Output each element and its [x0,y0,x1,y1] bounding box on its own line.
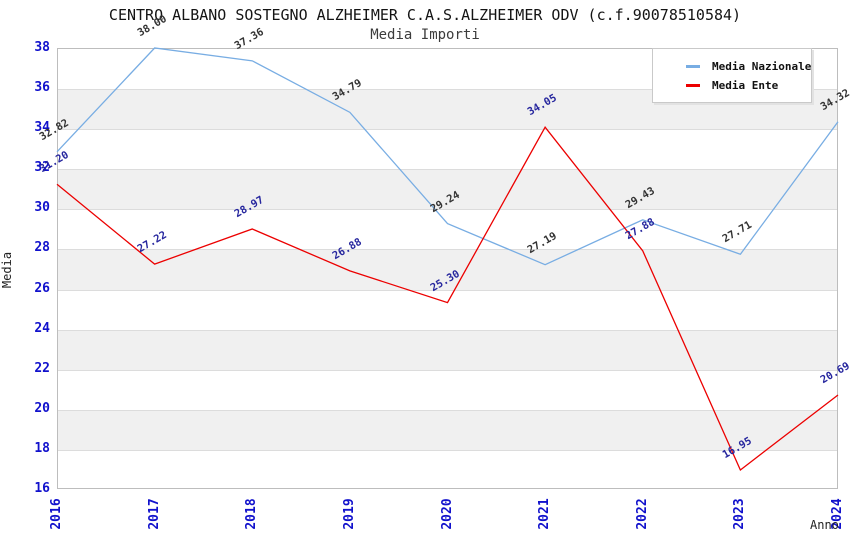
plot-band [58,129,837,169]
y-tick-label: 24 [34,320,50,336]
plot-band [58,290,837,330]
gridline [58,369,837,371]
gridline [58,129,837,131]
y-tick-label: 26 [34,280,50,296]
gridline [58,249,837,251]
plot-band [58,209,837,249]
gridline [58,169,837,171]
y-tick-label: 20 [34,400,50,416]
x-tick-label: 2022 [634,498,650,530]
x-tick-label: 2023 [732,498,748,530]
gridline [58,209,837,211]
legend-item: Media Nazionale [686,57,811,76]
x-tick-label: 2018 [244,498,260,530]
y-tick-label: 22 [34,360,50,376]
gridline [58,409,837,411]
x-tick-label: 2017 [146,498,162,530]
plot-band [58,409,837,450]
legend-line-swatch [686,84,700,87]
y-tick-label: 28 [34,240,50,256]
plot-band [58,329,837,370]
x-axis-title: Anno [810,518,839,532]
chart-subtitle: Media Importi [370,27,480,43]
chart-title: CENTRO ALBANO SOSTEGNO ALZHEIMER C.A.S.A… [108,6,742,24]
x-tick-label: 2020 [439,498,455,530]
legend-line-swatch [686,65,700,68]
y-tick-label: 32 [34,160,50,176]
x-tick-label: 2016 [49,498,64,530]
y-tick-label: 38 [34,40,50,55]
legend-label: Media Ente [712,79,779,92]
y-tick-label: 30 [34,200,50,216]
plot-area [57,48,838,489]
plot-band [58,450,837,490]
x-tick-label: 2021 [537,498,553,530]
y-tick-label: 34 [34,120,50,136]
y-tick-label: 18 [34,440,50,456]
x-tick-label: 2019 [341,498,357,530]
gridline [58,329,837,331]
legend-label: Media Nazionale [712,60,812,73]
y-tick-label: 36 [34,80,50,96]
legend-item: Media Ente [686,76,811,95]
gridline [58,289,837,291]
plot-band [58,370,837,410]
y-tick-label: 16 [34,481,50,496]
legend: Media Nazionale Media Ente [652,48,812,103]
